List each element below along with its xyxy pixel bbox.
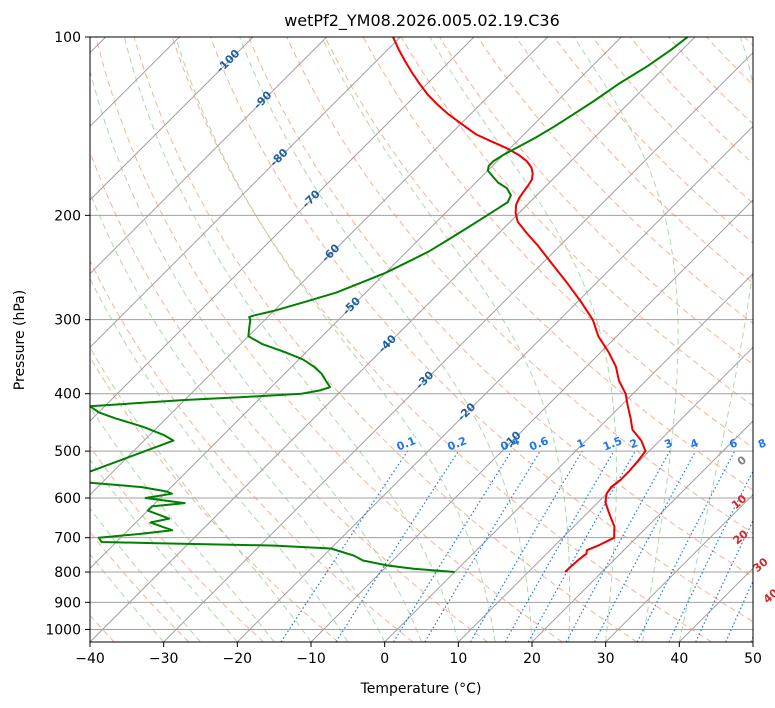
moist-adiabat: [678, 37, 753, 642]
dry-adiabat: [133, 37, 638, 642]
plot-frame: [89, 36, 754, 643]
moist-adiabat: [429, 37, 617, 642]
isotherm: [163, 51, 753, 642]
mixing-ratio-label: 3: [663, 436, 675, 451]
y-tick-label: 400: [54, 387, 81, 403]
mixing-ratio-line: [750, 635, 753, 642]
mixing-ratio-line: [695, 519, 753, 642]
moist-adiabat: [123, 37, 459, 642]
dry-adiabat: [210, 37, 753, 623]
moist-adiabat: [175, 37, 496, 642]
y-tick-label: 100: [54, 30, 81, 46]
x-tick-label: 30: [597, 651, 615, 667]
x-tick-label: −30: [149, 651, 179, 667]
y-tick-label: 600: [54, 491, 81, 507]
moist-adiabat: [90, 277, 349, 642]
isotherm: [90, 37, 549, 496]
dry-adiabat: [90, 259, 414, 642]
chart-title: wetPf2_YM08.2026.005.02.19.C36: [284, 11, 560, 31]
mixing-ratio-line: [393, 450, 513, 642]
y-tick-label: 300: [54, 313, 81, 329]
isotherm: [310, 199, 753, 642]
mixing-ratio-line: [424, 450, 541, 642]
isotherm: [90, 37, 622, 570]
x-tick-label: −10: [296, 651, 326, 667]
x-tick-label: −20: [223, 651, 253, 667]
dewpoint-line: [90, 37, 689, 573]
isotherms: [90, 37, 753, 642]
y-tick-label: 800: [54, 565, 81, 581]
x-tick-label: 50: [744, 651, 762, 667]
x-tick-label: 40: [670, 651, 688, 667]
dry-adiabat: [400, 37, 753, 407]
dry-adiabat: [591, 37, 753, 204]
mixing-ratio-line: [469, 450, 583, 642]
temperature-line: [392, 37, 647, 573]
isobars: [90, 37, 753, 630]
isotherm: [457, 346, 753, 642]
isotherm: [90, 37, 475, 422]
moist-adiabat: [573, 37, 679, 642]
isotherm: [90, 37, 254, 201]
isotherm: [605, 493, 753, 642]
mixing-ratio-label: 2: [628, 436, 640, 451]
dry-adiabat: [248, 37, 753, 578]
isotherm: [531, 420, 753, 642]
mixing-ratio-line: [565, 450, 671, 642]
dry-adiabat: [171, 37, 712, 642]
mixing-ratio-line: [527, 450, 636, 642]
isotherm: [90, 37, 401, 349]
mixing-ratio-label: 8: [756, 436, 768, 451]
dry-adiabat-label: 30: [751, 555, 771, 575]
mixing-ratio-label: 1: [575, 436, 587, 451]
dry-adiabat: [324, 37, 753, 491]
moist-adiabat: [321, 37, 571, 642]
moist-adiabat: [90, 507, 201, 642]
moist-adiabat: [90, 458, 238, 642]
moist-adiabat: [90, 191, 386, 642]
isotherm: [90, 37, 696, 642]
dry-adiabat: [90, 445, 264, 642]
y-tick-label: 900: [54, 595, 81, 611]
mixing-ratio-lines: [280, 450, 753, 642]
x-tick-label: −40: [75, 651, 105, 667]
isotherm: [752, 641, 753, 642]
y-tick-label: 1000: [45, 622, 81, 638]
y-axis-title: Pressure (hPa): [12, 290, 28, 390]
plot-area: [90, 37, 753, 642]
mixing-ratio-line: [335, 450, 459, 642]
x-tick-label: 10: [449, 651, 467, 667]
dry-adiabat-label: 40: [761, 586, 775, 606]
isotherm: [90, 37, 328, 275]
moist-adiabat: [90, 68, 422, 642]
isotherm: [384, 272, 753, 642]
x-tick-label: 0: [380, 651, 389, 667]
dry-adiabat: [629, 37, 753, 165]
mixing-ratio-line: [668, 470, 753, 642]
dry-adiabat: [95, 37, 563, 642]
dry-adiabat: [515, 37, 753, 284]
dry-adiabat: [477, 37, 753, 325]
y-tick-label: 500: [54, 444, 81, 460]
mixing-ratio-line: [504, 450, 615, 642]
y-tick-label: 700: [54, 531, 81, 547]
x-tick-label: 20: [523, 651, 541, 667]
x-axis-title: Temperature (°C): [360, 681, 482, 697]
moist-adiabat: [90, 553, 165, 642]
y-tick-label: 200: [54, 208, 81, 224]
isotherm: [236, 125, 753, 642]
